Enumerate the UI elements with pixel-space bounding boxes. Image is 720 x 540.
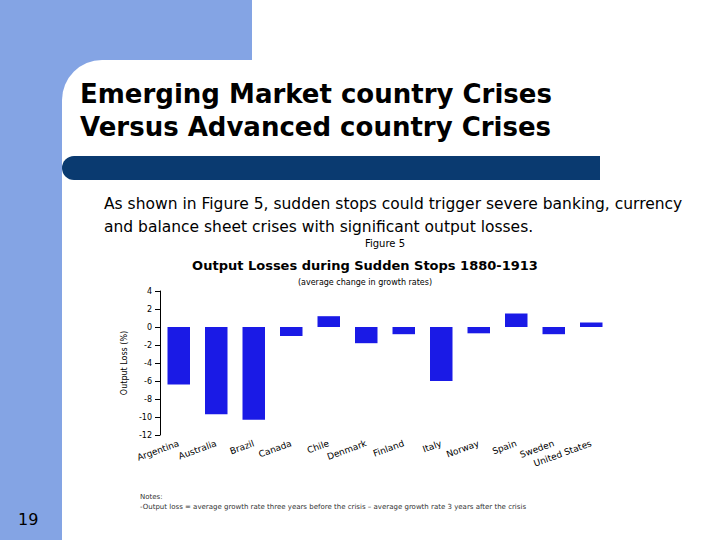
svg-text:(average change in growth rate: (average change in growth rates)	[298, 278, 432, 287]
svg-text:Norway: Norway	[445, 438, 481, 459]
svg-text:Sweden: Sweden	[518, 438, 556, 460]
svg-text:4: 4	[147, 287, 152, 296]
html-text:As shown in Figure 5, sudden s: As shown in Figure 5, sudden stops could…	[104, 195, 683, 236]
svg-text:Finland: Finland	[372, 438, 406, 458]
svg-text:-8: -8	[144, 395, 152, 404]
svg-text:Spain: Spain	[491, 438, 518, 456]
svg-text:-2: -2	[144, 341, 152, 350]
svg-text:2: 2	[147, 305, 152, 314]
svg-text:Brazil: Brazil	[228, 438, 255, 456]
svg-text:-12: -12	[139, 431, 152, 440]
svg-text:Denmark: Denmark	[326, 438, 369, 462]
svg-text:United States: United States	[532, 438, 593, 468]
svg-text:-10: -10	[139, 413, 152, 422]
svg-text:Output Loss (%): Output Loss (%)	[120, 331, 129, 395]
svg-text:Chile: Chile	[305, 438, 331, 456]
svg-text:-4: -4	[144, 359, 152, 368]
html-text:Figure 5: Figure 5	[365, 238, 405, 249]
html-text:Emerging Market country Crises: Emerging Market country Crises	[80, 79, 552, 109]
svg-text:Canada: Canada	[257, 438, 293, 459]
svg-text:-Output loss = average growth: -Output loss = average growth rate three…	[140, 503, 526, 511]
svg-text:Notes:: Notes:	[140, 493, 163, 501]
svg-text:Australia: Australia	[177, 438, 218, 461]
svg-text:-6: -6	[144, 377, 152, 386]
svg-text:Italy: Italy	[421, 438, 443, 454]
svg-text:Argentina: Argentina	[136, 438, 181, 462]
html-text:Versus Advanced country Crises: Versus Advanced country Crises	[80, 112, 552, 142]
svg-text:Output Losses during Sudden St: Output Losses during Sudden Stops 1880-1…	[192, 258, 538, 273]
svg-text:0: 0	[147, 323, 152, 332]
html-text:19: 19	[18, 510, 39, 529]
